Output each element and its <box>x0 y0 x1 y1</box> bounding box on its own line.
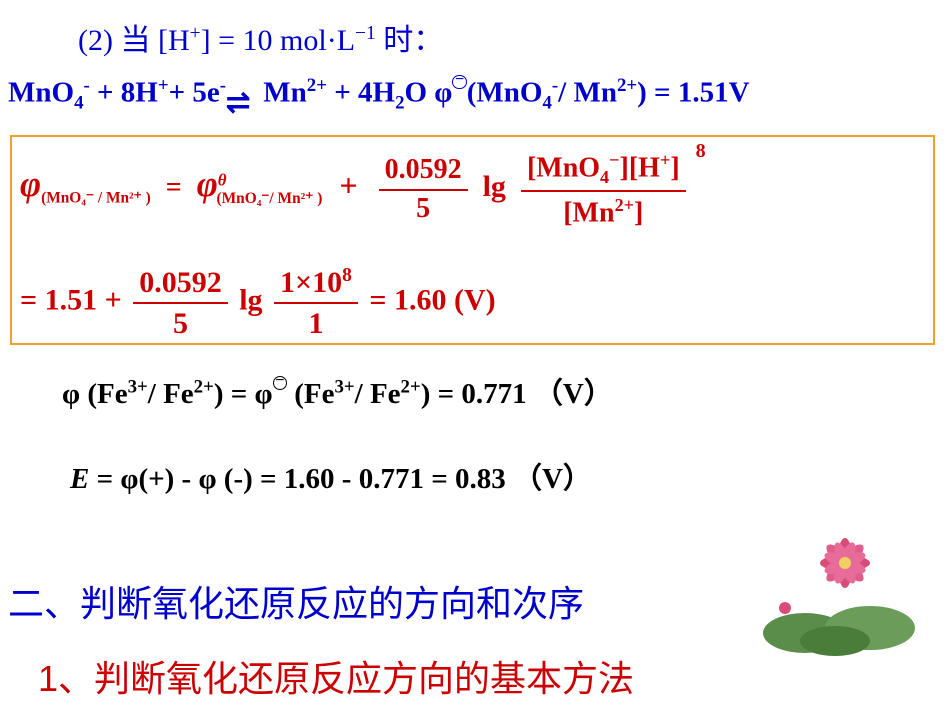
num: 0.0592 <box>379 155 468 191</box>
nernst-equation-1: φ(MnO₄⁻ / Mn²⁺ ) = φθ(MnO₄⁻/ Mn²⁺ ) + 0.… <box>20 150 700 229</box>
t: (Fe <box>287 378 335 410</box>
den: [Mn2+] <box>521 192 686 229</box>
phi: φ <box>197 164 218 204</box>
t: + 5e <box>169 77 220 109</box>
text: (2) 当 [H <box>78 24 190 57</box>
t: φ (Fe <box>62 378 128 410</box>
lg: lg <box>239 283 270 316</box>
t: Mn <box>256 77 307 109</box>
t: ][H <box>620 152 660 183</box>
section-heading-3: 1、判断氧化还原反应方向的基本方法 <box>38 650 634 702</box>
reaction-equation: MnO4- + 8H++ 5e-⇀↽ Mn2+ + 4H2O φ(MnO4-/ … <box>8 75 750 114</box>
section-heading-2: 二、判断氧化还原反应的方向和次序 <box>8 575 584 627</box>
text: = φ(+) - φ (-) = 1.60 - 0.771 = 0.83 （V） <box>89 463 592 495</box>
sup: 2+ <box>307 75 327 96</box>
t: + 4H <box>327 77 395 109</box>
emf-line: E = φ(+) - φ (-) = 1.60 - 0.771 = 0.83 （… <box>70 455 592 497</box>
num: [MnO4−][H+] <box>521 150 686 192</box>
fraction: [MnO4−][H+] [Mn2+] <box>521 150 686 229</box>
t: = 1.60 (V) <box>369 283 495 316</box>
t: ) = 0.771 （V） <box>421 378 613 410</box>
t: ] <box>670 152 679 183</box>
t: MnO <box>8 77 74 109</box>
fraction: 0.0592 5 <box>379 155 468 225</box>
sup: 8 <box>342 265 352 286</box>
den: 1 <box>274 304 358 340</box>
text: ] = 10 mol·L <box>201 24 355 57</box>
sup: 2+ <box>615 195 634 215</box>
t: ) = φ <box>214 378 273 410</box>
plus: + <box>339 167 357 203</box>
sub: (MnO₄⁻/ Mn²⁺ ) <box>217 190 323 207</box>
t: + 8H <box>90 77 158 109</box>
eq: = <box>166 172 182 203</box>
sup: 2+ <box>401 376 421 397</box>
sup: + <box>190 23 201 44</box>
theta: θ <box>218 171 227 190</box>
t: ] <box>634 197 643 228</box>
sup: + <box>660 150 670 170</box>
num: 1×108 <box>274 265 358 304</box>
sup: − <box>609 150 619 170</box>
t: / Mn <box>558 77 617 109</box>
t: [MnO <box>527 152 600 183</box>
t: / Fe <box>148 378 194 410</box>
sub: 4 <box>600 167 609 187</box>
power: 8 <box>696 140 706 162</box>
condition-line: (2) 当 [H+] = 10 mol·L−1 时： <box>78 15 443 59</box>
num: 0.0592 <box>133 266 228 304</box>
t: / Fe <box>355 378 401 410</box>
fraction: 0.0592 5 <box>133 266 228 340</box>
t: 1×10 <box>280 266 342 299</box>
nernst-equation-2: = 1.51 + 0.0592 5 lg 1×108 1 = 1.60 (V) <box>20 265 496 340</box>
t: [Mn <box>563 197 614 228</box>
standard-symbol <box>273 376 287 390</box>
sup: + <box>158 75 169 96</box>
den: 5 <box>133 304 228 340</box>
sup: 2+ <box>194 376 214 397</box>
lotus-decoration-icon <box>730 513 930 658</box>
sup: −1 <box>355 23 376 44</box>
standard-symbol <box>452 75 466 89</box>
lg: lg <box>483 170 506 203</box>
t: ) = 1.51V <box>637 77 749 109</box>
sub: 4 <box>542 92 551 113</box>
sup: 2+ <box>617 75 637 96</box>
sup: 3+ <box>128 376 148 397</box>
den: 5 <box>379 191 468 225</box>
sub: (MnO₄⁻ / Mn²⁺ ) <box>41 190 151 207</box>
t: = 1.51 + <box>20 283 129 316</box>
t: (MnO <box>467 77 543 109</box>
t: O φ <box>404 77 452 109</box>
phi: φ <box>20 164 41 204</box>
fe-potential-line: φ (Fe3+/ Fe2+) = φ (Fe3+/ Fe2+) = 0.771 … <box>62 370 613 412</box>
text: 时： <box>376 24 444 57</box>
sup: 3+ <box>334 376 354 397</box>
fraction: 1×108 1 <box>274 265 358 340</box>
